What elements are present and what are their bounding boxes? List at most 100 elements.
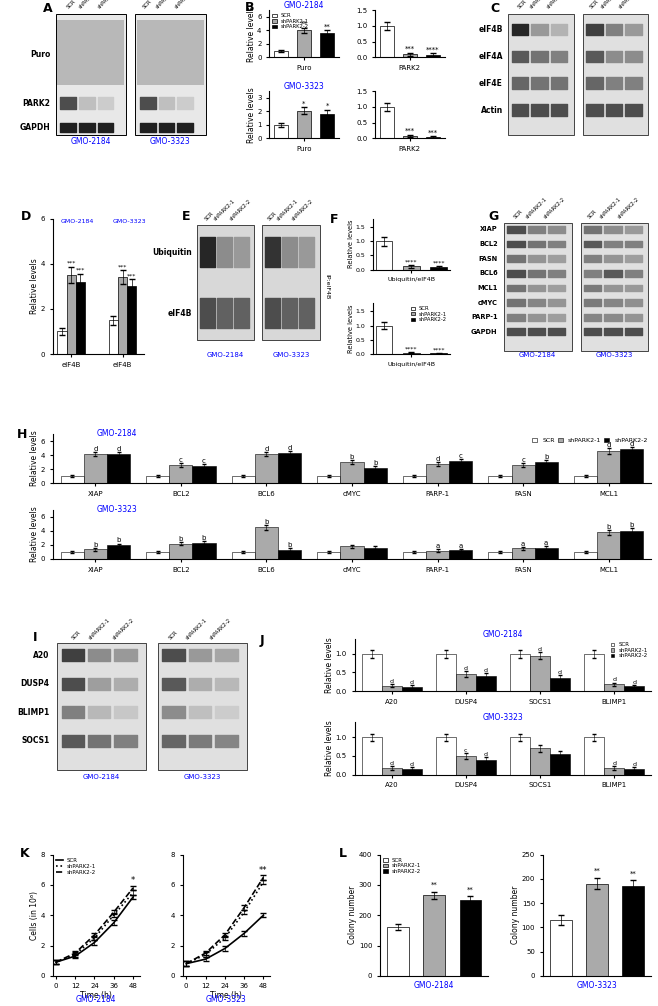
- Bar: [586, 883, 608, 976]
- Text: BCL6: BCL6: [479, 271, 497, 277]
- Text: GMO-3323: GMO-3323: [97, 505, 138, 514]
- Text: DUSP4: DUSP4: [20, 679, 49, 688]
- Bar: [530, 748, 550, 775]
- Text: b: b: [607, 523, 611, 529]
- FancyBboxPatch shape: [503, 222, 572, 351]
- shPARK2-2: [129, 882, 137, 894]
- Text: ****: ****: [426, 47, 440, 53]
- Bar: [403, 54, 417, 57]
- Bar: [597, 532, 620, 559]
- Text: b: b: [179, 536, 183, 542]
- Bar: [61, 476, 84, 483]
- Text: shPARK2-2: shPARK2-2: [546, 0, 570, 10]
- SCR: [110, 916, 118, 929]
- Text: GMO-2184: GMO-2184: [519, 352, 556, 358]
- Text: ****: ****: [405, 260, 418, 265]
- Text: **: **: [431, 882, 438, 888]
- Bar: [550, 754, 570, 775]
- Y-axis label: Relative levels: Relative levels: [325, 637, 334, 693]
- SCR: [91, 937, 99, 949]
- Text: d: d: [93, 447, 97, 453]
- Text: F: F: [330, 213, 338, 226]
- Text: *: *: [131, 876, 136, 885]
- shPARK2-1: [129, 886, 137, 898]
- Text: SCR: SCR: [587, 209, 598, 220]
- Text: GMO-3323: GMO-3323: [206, 996, 247, 1005]
- Text: G: G: [489, 210, 499, 223]
- Bar: [361, 737, 382, 775]
- Text: shPARK2-2: shPARK2-2: [112, 617, 136, 641]
- Text: shPARK2-1: shPARK2-1: [213, 198, 237, 221]
- shPARK2-2: [71, 947, 79, 959]
- Text: SCR: SCR: [66, 0, 77, 10]
- Text: *: *: [302, 101, 306, 107]
- Text: ****: ****: [432, 261, 445, 266]
- Text: d: d: [632, 763, 636, 768]
- Text: b: b: [116, 537, 120, 543]
- Bar: [436, 654, 456, 691]
- FancyBboxPatch shape: [583, 14, 649, 135]
- Text: GAPDH: GAPDH: [20, 123, 50, 132]
- Line: shPARK2-2: shPARK2-2: [56, 888, 133, 962]
- Text: FASN: FASN: [478, 256, 497, 262]
- Line: shPARK2-2: shPARK2-2: [186, 877, 263, 964]
- Text: GMO-3323: GMO-3323: [113, 219, 147, 224]
- Line: shPARK2-1: shPARK2-1: [56, 892, 133, 962]
- Bar: [511, 465, 535, 483]
- Text: eIF4B: eIF4B: [478, 25, 503, 34]
- SCR: [201, 953, 209, 965]
- Text: shPARK2-2: shPARK2-2: [229, 198, 252, 221]
- Bar: [535, 547, 558, 559]
- Legend: SCR, shPARK2-1, shPARK2-2: SCR, shPARK2-1, shPARK2-2: [532, 438, 648, 444]
- shPARK2-1: [182, 958, 190, 970]
- Text: cMYC: cMYC: [478, 300, 497, 306]
- Text: SCR: SCR: [517, 0, 528, 10]
- Bar: [456, 674, 476, 691]
- Text: c: c: [464, 747, 468, 752]
- Bar: [401, 769, 422, 775]
- Bar: [76, 282, 85, 354]
- shPARK2-2: [240, 901, 248, 913]
- shPARK2-1: [71, 949, 79, 961]
- Y-axis label: Colony number: Colony number: [348, 886, 357, 945]
- Text: shPARK2-2: shPARK2-2: [209, 617, 233, 641]
- Title: GMO-2184: GMO-2184: [483, 630, 523, 639]
- Text: eIF4E: eIF4E: [479, 78, 503, 88]
- Text: shPARK2-1: shPARK2-1: [600, 0, 624, 10]
- Text: ****: ****: [432, 347, 445, 352]
- Y-axis label: Relative levels: Relative levels: [325, 720, 334, 777]
- Text: d: d: [632, 680, 636, 685]
- Bar: [340, 546, 364, 559]
- shPARK2-1: [91, 932, 99, 944]
- Text: *: *: [326, 104, 329, 110]
- Bar: [476, 760, 496, 775]
- Bar: [488, 476, 511, 483]
- Y-axis label: Colony number: Colony number: [511, 886, 520, 945]
- Text: H: H: [16, 429, 27, 442]
- Text: shPARK2-2: shPARK2-2: [174, 0, 197, 10]
- Text: MCL1: MCL1: [477, 285, 497, 291]
- shPARK2-2: [52, 956, 60, 968]
- Text: b: b: [544, 454, 548, 460]
- Text: d: d: [464, 666, 468, 671]
- Bar: [622, 886, 644, 976]
- Text: b: b: [93, 541, 97, 547]
- Text: shPARK2-2: shPARK2-2: [97, 0, 120, 10]
- SCR: [71, 950, 79, 962]
- Bar: [624, 769, 644, 775]
- Bar: [61, 552, 84, 559]
- Bar: [459, 900, 481, 976]
- shPARK2-2: [91, 929, 99, 941]
- Y-axis label: Relative levels: Relative levels: [348, 304, 354, 353]
- Bar: [597, 451, 620, 483]
- Bar: [107, 454, 130, 483]
- Text: ***: ***: [405, 46, 415, 52]
- Text: ***: ***: [118, 265, 127, 270]
- Legend: SCR, shPARK2-1, shPARK2-2: SCR, shPARK2-1, shPARK2-2: [383, 857, 422, 874]
- Text: eIF4B: eIF4B: [168, 309, 192, 318]
- Y-axis label: Relative levels: Relative levels: [30, 259, 39, 314]
- FancyBboxPatch shape: [197, 225, 255, 340]
- Text: SOCS1: SOCS1: [22, 736, 49, 745]
- Bar: [317, 476, 340, 483]
- Text: a: a: [459, 542, 463, 548]
